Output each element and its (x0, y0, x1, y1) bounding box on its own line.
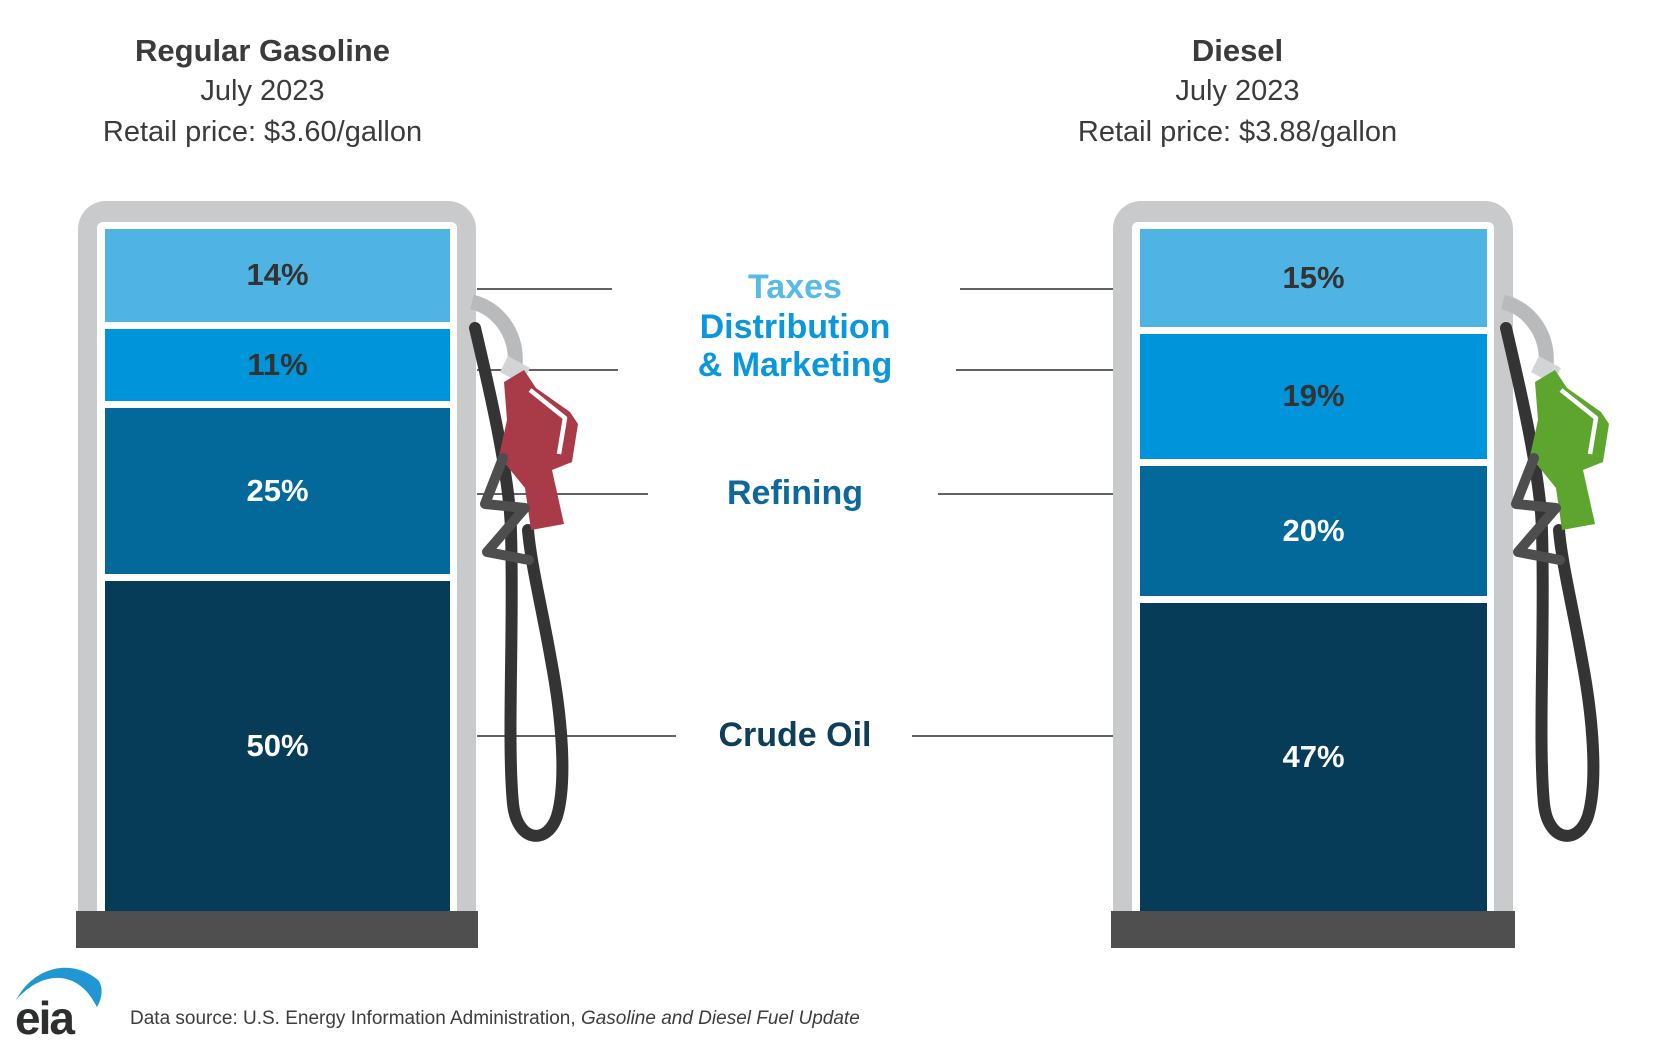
refining-connector-left (477, 493, 648, 495)
gasoline-refining-value: 25% (246, 472, 309, 508)
data-source-note: Data source: U.S. Energy Information Adm… (130, 1008, 860, 1030)
diesel-taxes-segment: 15% (1140, 229, 1487, 328)
distribution-label-line2: & Marketing (697, 346, 893, 384)
diesel-distribution-value: 19% (1282, 378, 1345, 414)
diesel-taxes-value: 15% (1282, 260, 1345, 296)
diesel-nozzle-icon (1500, 294, 1609, 842)
gasoline-title-block: Regular Gasoline July 2023 Retail price:… (40, 30, 485, 153)
diesel-pump: 15% 19% 20% 47% (1113, 201, 1513, 911)
gasoline-taxes-segment: 14% (105, 229, 450, 322)
gasoline-taxes-value: 14% (246, 257, 309, 293)
gasoline-nozzle-handle (480, 453, 534, 565)
diesel-pump-base (1111, 911, 1515, 948)
distribution-marketing-label: Distribution & Marketing (477, 308, 1113, 384)
distribution-connector-left (477, 369, 618, 371)
eia-logo-text: eia (15, 992, 75, 1040)
diesel-title: Diesel (1191, 33, 1284, 68)
refining-connector-right (938, 493, 1113, 495)
gasoline-nozzle-highlight (528, 388, 568, 455)
diesel-pump-display: 15% 19% 20% 47% (1132, 222, 1494, 911)
crude-oil-label: Crude Oil (718, 716, 872, 754)
gasoline-pump-base (76, 911, 478, 948)
gasoline-pump-display: 14% 11% 25% 50% (97, 222, 457, 911)
diesel-subtitle: July 2023 (1175, 75, 1300, 107)
gasoline-distribution-segment: 11% (105, 328, 450, 402)
diesel-crude-oil-value: 47% (1282, 739, 1345, 775)
diesel-nozzle-highlight (1559, 388, 1599, 455)
gasoline-retail-price: Retail price: $3.60/gallon (102, 116, 423, 148)
diesel-title-block: Diesel July 2023 Retail price: $3.88/gal… (1015, 30, 1460, 153)
diesel-segment-stack: 15% 19% 20% 47% (1140, 229, 1487, 911)
taxes-connector-right (960, 288, 1113, 290)
diesel-hose (1500, 322, 1600, 842)
refining-label: Refining (727, 474, 863, 512)
gasoline-segment-stack: 14% 11% 25% 50% (105, 229, 450, 911)
crude-oil-connector-left (477, 735, 676, 737)
gasoline-distribution-value: 11% (247, 346, 308, 382)
data-source-prefix: Data source: U.S. Energy Information Adm… (130, 1008, 581, 1029)
eia-logo-swoosh (16, 967, 102, 1007)
taxes-connector-left (477, 288, 612, 290)
distribution-label-line1: Distribution (699, 308, 891, 346)
data-source-publication: Gasoline and Diesel Fuel Update (580, 1008, 860, 1029)
taxes-label: Taxes (748, 268, 842, 306)
gasoline-nozzle-icon (469, 294, 578, 842)
gasoline-title: Regular Gasoline (135, 33, 390, 68)
crude-oil-connector-right (912, 735, 1113, 737)
gasoline-crude-oil-segment: 50% (105, 580, 450, 911)
gasoline-hose (469, 322, 569, 842)
gasoline-subtitle: July 2023 (200, 75, 325, 107)
eia-logo: eia (15, 967, 102, 1040)
diesel-crude-oil-segment: 47% (1140, 603, 1487, 911)
diesel-retail-price: Retail price: $3.88/gallon (1077, 116, 1398, 148)
gasoline-refining-segment: 25% (105, 408, 450, 574)
distribution-connector-right (956, 369, 1113, 371)
gasoline-crude-oil-value: 50% (246, 727, 309, 763)
diesel-supply-tube (1500, 294, 1554, 367)
diesel-refining-segment: 20% (1140, 465, 1487, 597)
diesel-nozzle-handle (1511, 453, 1565, 565)
diesel-refining-value: 20% (1282, 512, 1345, 548)
gasoline-pump: 14% 11% 25% 50% (78, 201, 476, 911)
gasoline-supply-tube (469, 294, 523, 367)
diesel-distribution-segment: 19% (1140, 334, 1487, 459)
